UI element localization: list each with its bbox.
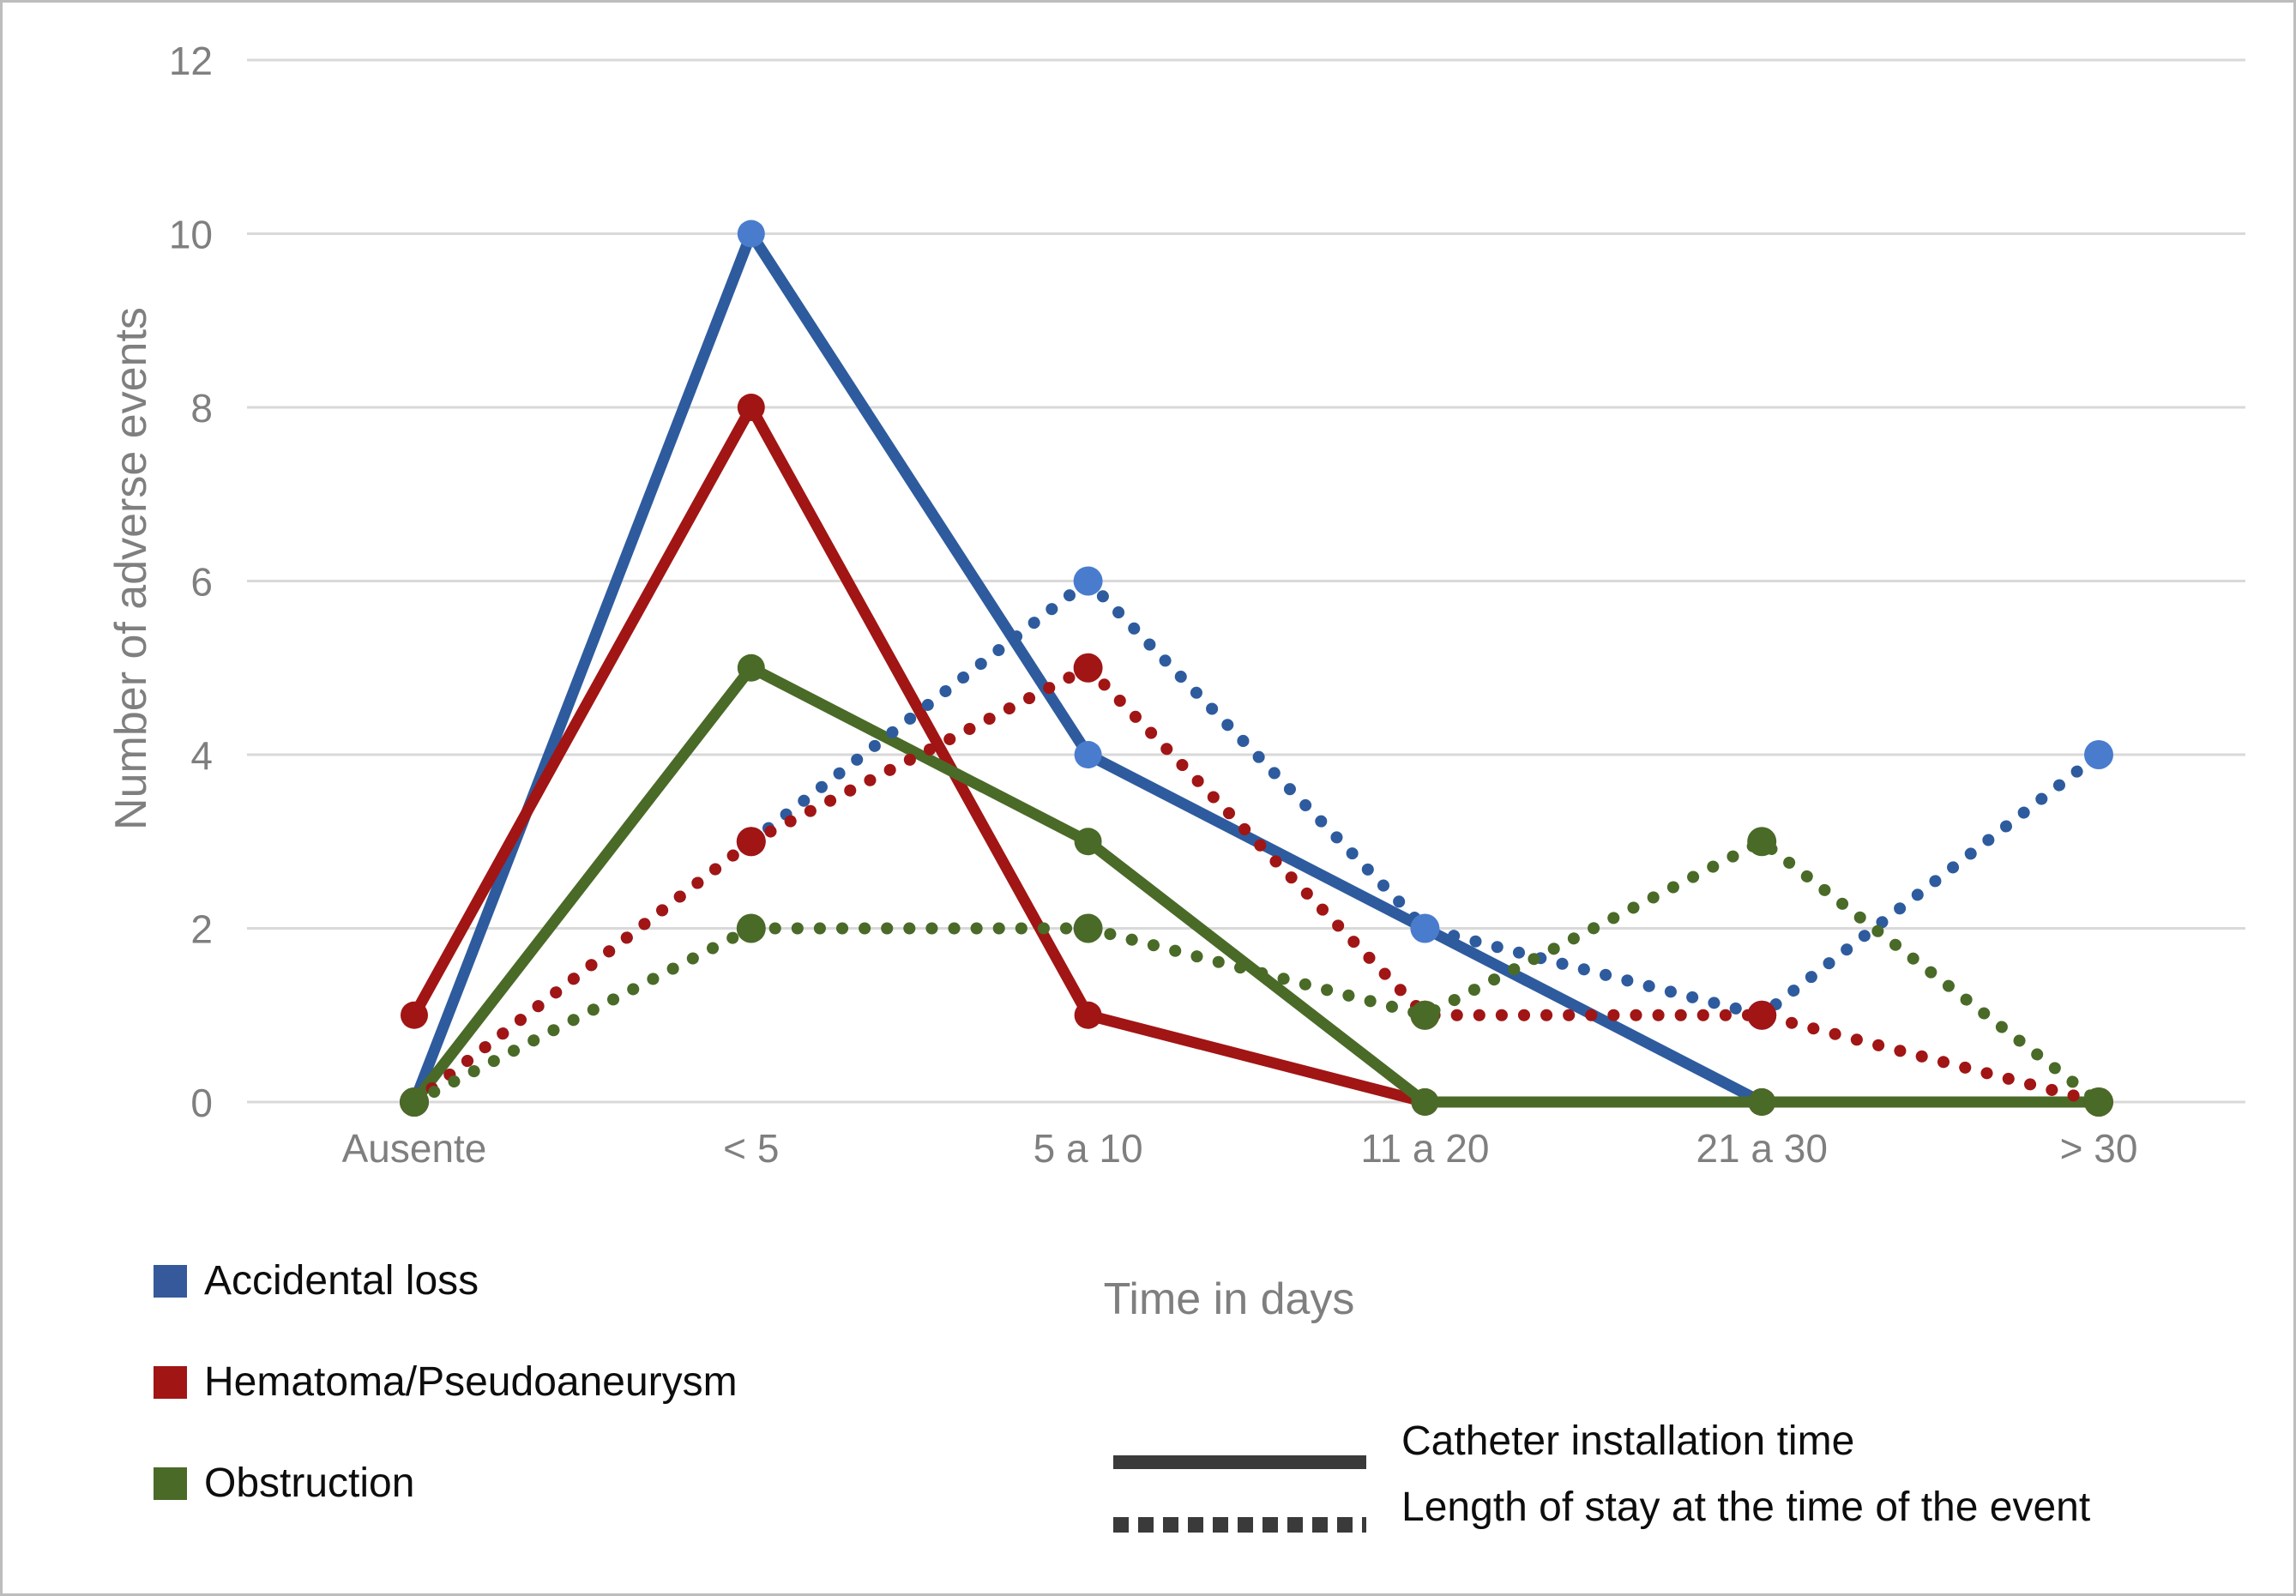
- data-point-marker: [737, 653, 765, 682]
- x-tick-label: 5 a 10: [1034, 1126, 1143, 1171]
- data-point-marker: [1074, 741, 1102, 768]
- data-point-marker: [1074, 828, 1102, 856]
- legend-label: Accidental loss: [204, 1258, 479, 1304]
- legend-item-accidental-loss: Accidental loss: [154, 1257, 479, 1304]
- y-tick-label: 6: [190, 560, 213, 605]
- x-tick-label: 21 a 30: [1696, 1126, 1827, 1171]
- style-legend-label-dotted: Length of stay at the time of the event: [1401, 1485, 2091, 1530]
- y-tick-label: 10: [169, 213, 213, 257]
- accidental-loss-swatch-icon: [154, 1264, 187, 1298]
- data-point-marker: [1748, 1088, 1776, 1116]
- x-tick-label: 11 a 20: [1360, 1126, 1489, 1171]
- y-axis-title: Number of adverse events: [106, 307, 156, 830]
- dotted-line-sample-icon: [1113, 1517, 1366, 1533]
- data-point-marker: [400, 1087, 429, 1117]
- style-legend-label-solid: Catheter installation time: [1401, 1418, 1855, 1464]
- data-point-marker: [1074, 1001, 1102, 1029]
- series-line-hematoma-pseudoaneurysm-dotted: [408, 661, 2105, 1108]
- x-tick-label: Ausente: [342, 1126, 487, 1171]
- legend-label: Hematoma/Pseudoaneurysm: [204, 1359, 738, 1405]
- y-tick-label: 12: [169, 39, 213, 83]
- y-tick-label: 2: [190, 907, 213, 952]
- y-tick-label: 0: [190, 1081, 213, 1125]
- data-point-marker: [1410, 1000, 1440, 1030]
- data-point-marker: [401, 1001, 428, 1029]
- series-line-obstruction-dotted: [408, 835, 2105, 1108]
- hematoma-swatch-icon: [154, 1365, 187, 1399]
- data-point-marker: [1073, 913, 1103, 943]
- data-point-marker: [1073, 566, 1103, 596]
- plot-area: 0 2 4 6 8 10 12 Ausente < 5 5 a 10 11 a 20 21 a 30 >…: [169, 39, 2245, 1171]
- data-point-marker: [736, 827, 766, 857]
- series-line-obstruction-solid: [409, 662, 2099, 1108]
- y-tick-label: 8: [190, 386, 213, 431]
- x-tick-label: < 5: [723, 1126, 779, 1171]
- data-point-marker: [1411, 1088, 1439, 1116]
- data-point-marker: [737, 394, 765, 421]
- data-point-marker: [1410, 913, 1440, 943]
- data-point-marker: [1747, 1000, 1777, 1030]
- y-tick-label: 4: [190, 733, 213, 778]
- x-axis-title: Time in days: [1103, 1274, 1355, 1324]
- legend-item-obstruction: Obstruction: [154, 1460, 414, 1507]
- data-point-marker: [2084, 740, 2113, 769]
- x-tick-label: > 30: [2060, 1126, 2138, 1171]
- legend-item-hematoma: Hematoma/Pseudoaneurysm: [154, 1358, 738, 1406]
- data-point-marker: [2084, 1087, 2113, 1117]
- legend-label: Obstruction: [204, 1460, 415, 1506]
- data-point-marker: [736, 913, 766, 943]
- obstruction-swatch-icon: [154, 1467, 187, 1500]
- data-point-marker: [1073, 653, 1103, 683]
- data-point-marker: [737, 220, 765, 248]
- data-point-marker: [1747, 827, 1777, 857]
- solid-line-sample-icon: [1113, 1455, 1366, 1469]
